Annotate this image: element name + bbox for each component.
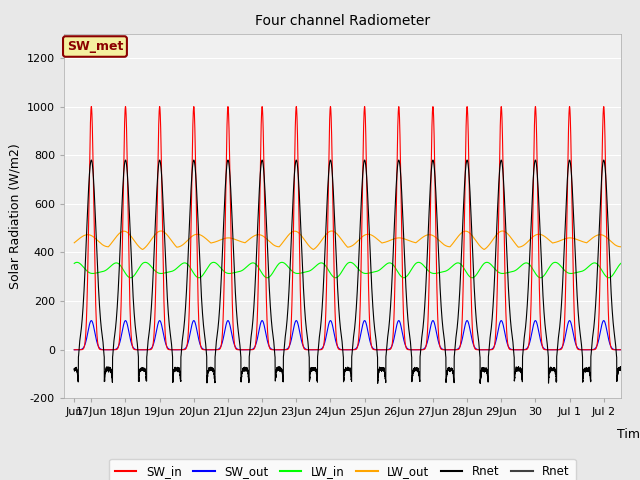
X-axis label: Time: Time [616,428,640,441]
Legend: SW_in, SW_out, LW_in, LW_out, Rnet, Rnet: SW_in, SW_out, LW_in, LW_out, Rnet, Rnet [109,459,575,480]
Title: Four channel Radiometer: Four channel Radiometer [255,14,430,28]
Text: SW_met: SW_met [67,40,123,53]
Y-axis label: Solar Radiation (W/m2): Solar Radiation (W/m2) [8,143,21,289]
